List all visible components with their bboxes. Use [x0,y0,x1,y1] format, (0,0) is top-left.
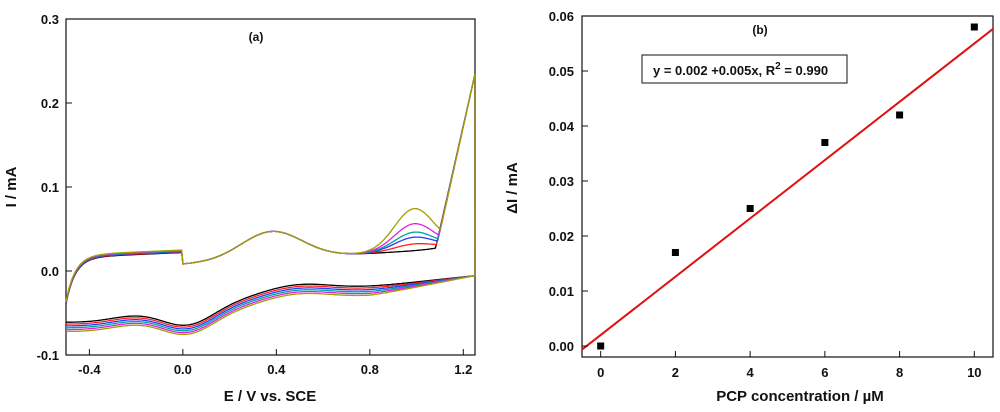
panel-a-y-tick-label: 0.2 [41,96,59,111]
panel-a-x-tick-label: 0.4 [267,362,286,377]
data-point [746,205,754,212]
cv-curve [65,73,476,328]
panel-a-y-tick-label: -0.1 [37,348,59,363]
equation-text: y = 0.002 +0.005x, R2 = 0.990 [653,61,828,78]
cv-curve [65,73,476,336]
panel-b-y-tick-label: 0.00 [549,339,574,354]
panel-b-x-tick-label: 4 [747,365,755,380]
panel-b-x-tick-label: 0 [597,365,604,380]
panel-a-y-tick-label: 0.3 [41,12,59,27]
panel-b-x-tick-label: 10 [967,365,981,380]
cv-curve [65,73,476,330]
panel-b-x-tick-label: 8 [896,365,903,380]
fit-line [581,28,994,351]
panel-a: -0.4 0.0 0.4 0.8 1.2 -0.1 0.0 0.1 0.2 0.3 (a) E … [3,12,476,405]
panel-b-y-ticks: 0.00 0.01 0.02 0.03 0.04 0.05 0.06 [549,9,588,354]
panel-a-y-axis-label: I / mA [3,166,20,207]
panel-a-curves [65,73,476,336]
panel-a-x-tick-label: -0.4 [78,362,101,377]
panel-b-y-tick-label: 0.05 [549,64,574,79]
panel-a-y-tick-label: 0.1 [41,180,59,195]
panel-a-x-ticks: -0.4 0.0 0.4 0.8 1.2 [78,349,472,377]
panel-b-fit [581,28,994,351]
panel-b-points [597,23,978,350]
panel-a-x-tick-label: 1.2 [454,362,472,377]
panel-a-x-tick-label: 0.0 [174,362,192,377]
panel-a-y-tick-label: 0.0 [41,264,59,279]
panel-b-x-ticks: 0 2 4 6 8 10 [597,351,982,380]
panel-a-y-ticks: -0.1 0.0 0.1 0.2 0.3 [37,12,72,363]
panel-b-x-tick-label: 6 [821,365,828,380]
panel-a-x-tick-label: 0.8 [361,362,379,377]
panel-b-y-tick-label: 0.06 [549,9,574,24]
data-point [671,249,679,256]
panel-b-y-tick-label: 0.03 [549,174,574,189]
data-point [970,23,978,31]
panel-b: 0 2 4 6 8 10 0.00 0.01 0.02 0.03 0.04 0.05 0.06 (b)… [504,9,994,405]
panel-b-y-axis-label: ΔI / mA [504,162,521,214]
panel-a-frame [65,18,476,356]
equation-box [641,54,848,84]
panel-b-frame [581,15,994,358]
panel-b-label: (b) [752,23,767,37]
panel-b-y-tick-label: 0.04 [549,119,575,134]
panel-b-x-tick-label: 2 [672,365,679,380]
panel-b-y-tick-label: 0.02 [549,229,574,244]
data-point [597,342,605,350]
data-point [896,111,904,119]
panel-b-y-tick-label: 0.01 [549,284,574,299]
panel-b-x-axis-label: PCP concentration / µM [716,388,884,405]
data-point [821,139,829,146]
panel-a-label: (a) [249,30,264,44]
panel-a-x-axis-label: E / V vs. SCE [224,388,317,405]
